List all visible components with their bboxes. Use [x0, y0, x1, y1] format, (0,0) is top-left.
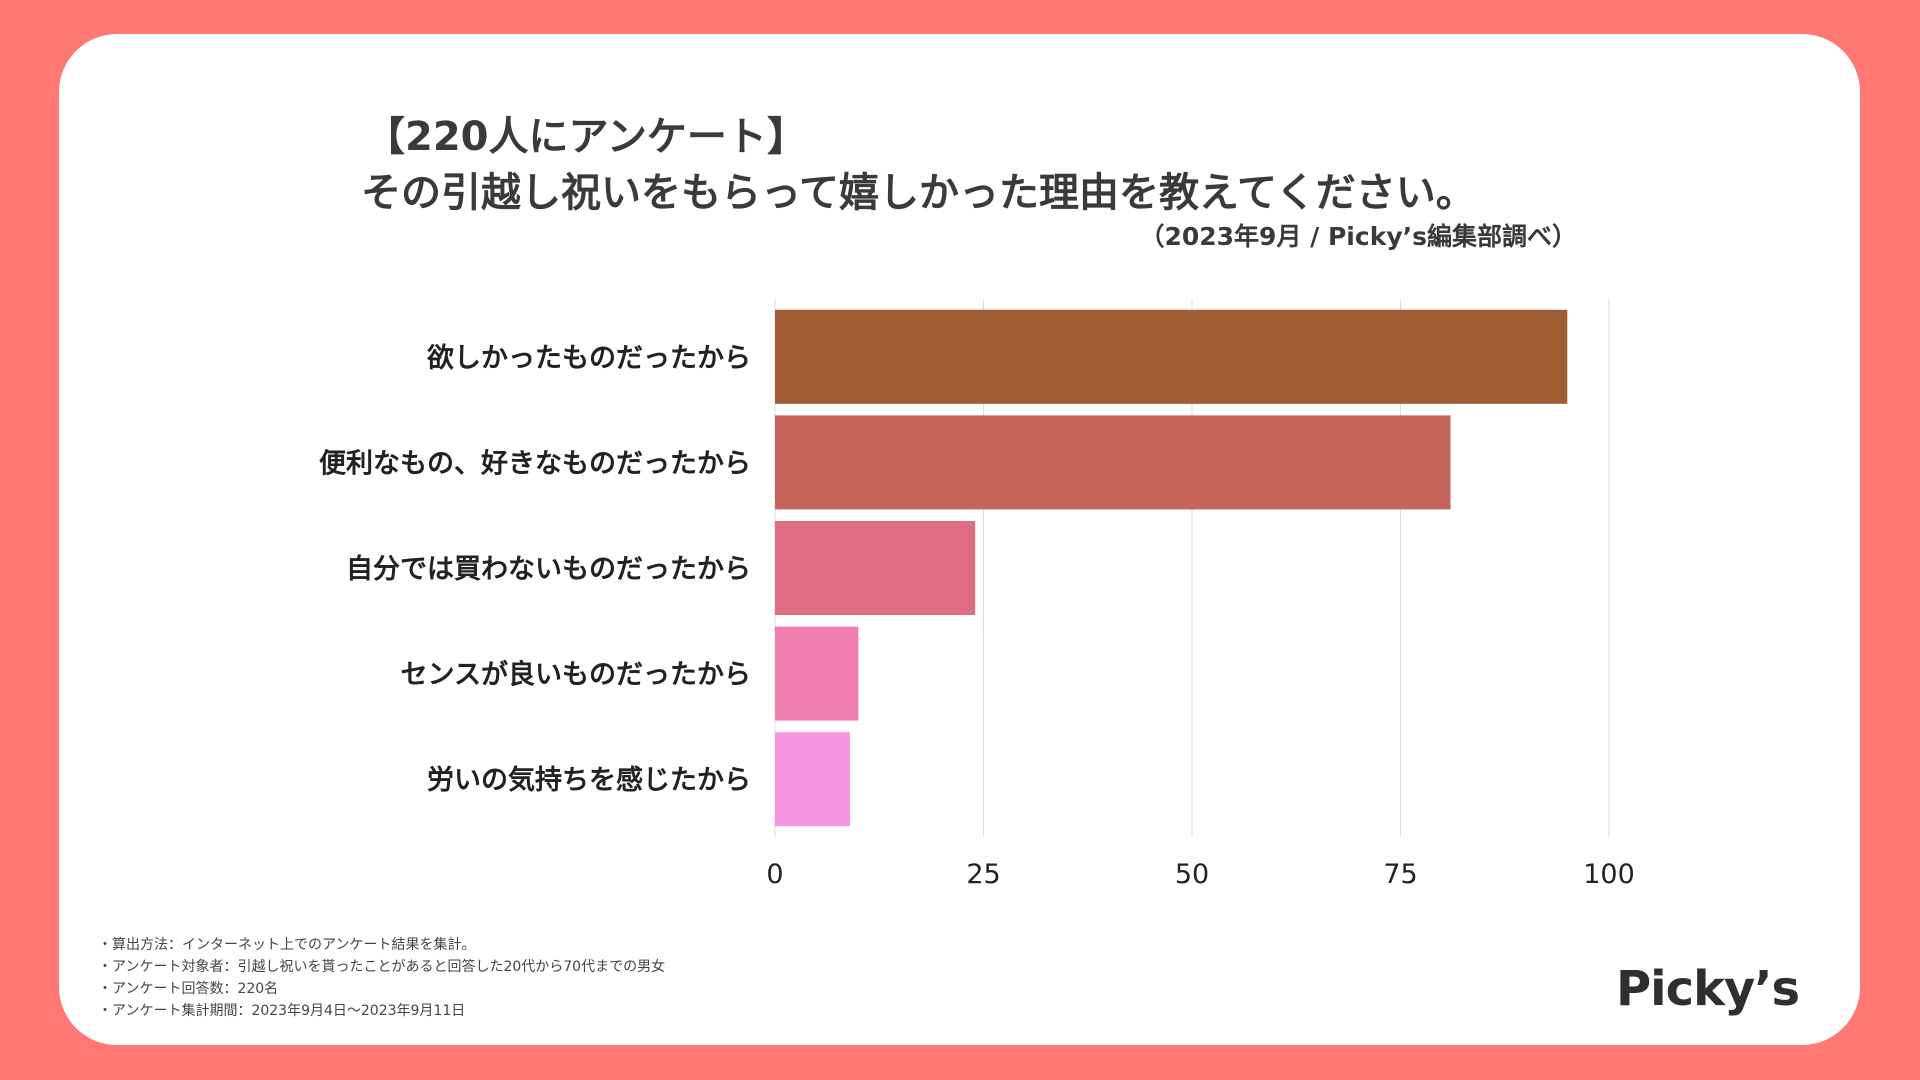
chart-source: （2023年9月 / Picky’s編集部調べ）	[1139, 222, 1577, 251]
bar	[775, 626, 859, 721]
brand-logo: Picky’s	[1616, 961, 1800, 1017]
category-label: センスが良いものだったから	[401, 659, 751, 691]
chart-title-line2: その引越し祝いをもらって嬉しかった理由を教えてください。	[361, 170, 1476, 216]
survey-notes: ・算出方法：インターネット上でのアンケート結果を集計。 ・アンケート対象者：引越…	[98, 934, 665, 1022]
chart-header: 【220人にアンケート】 その引越し祝いをもらって嬉しかった理由を教えてください…	[59, 34, 1860, 284]
chart-title-line1: 【220人にアンケート】	[365, 114, 807, 160]
x-tick-label: 0	[766, 859, 783, 890]
bar	[775, 521, 976, 615]
note-line: ・アンケート回答数：220名	[98, 981, 279, 997]
x-tick-label: 75	[1383, 859, 1417, 890]
note-line: ・アンケート対象者：引越し祝いを貰ったことがあると回答した20代から70代までの…	[98, 959, 666, 975]
x-tick-label: 100	[1583, 859, 1635, 890]
x-tick-label: 25	[966, 859, 1000, 890]
category-label: 労いの気持ちを感じたから	[427, 764, 751, 796]
bar-chart: 欲しかったものだったから便利なもの、好きなものだったから自分では買わないものだっ…	[319, 299, 1635, 890]
chart-card: 【220人にアンケート】 その引越し祝いをもらって嬉しかった理由を教えてください…	[59, 34, 1860, 1045]
bar	[775, 732, 851, 827]
category-label: 欲しかったものだったから	[426, 343, 751, 374]
x-tick-label: 50	[1175, 859, 1209, 890]
category-label: 自分では買わないものだったから	[346, 553, 751, 585]
category-label: 便利なもの、好きなものだったから	[319, 448, 751, 479]
note-line: ・アンケート集計期間：2023年9月4日〜2023年9月11日	[98, 1003, 466, 1019]
bar	[775, 309, 1568, 404]
bar	[775, 415, 1451, 510]
note-line: ・算出方法：インターネット上でのアンケート結果を集計。	[98, 937, 476, 953]
